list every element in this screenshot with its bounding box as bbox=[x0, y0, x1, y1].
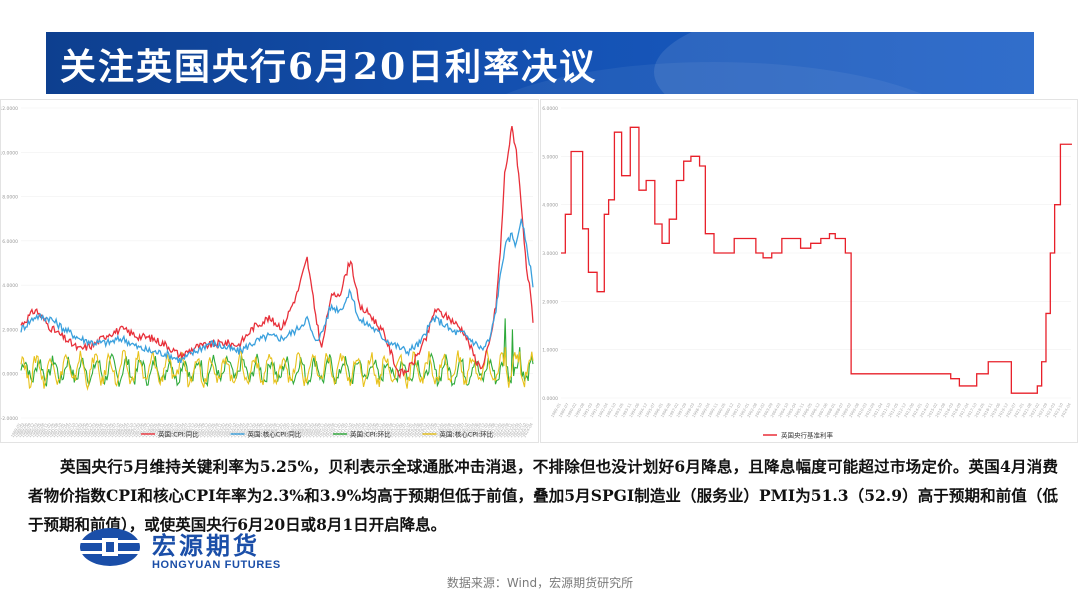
y-tick-label: 1.0000 bbox=[542, 348, 558, 354]
legend-label: 英国:CPI:环比 bbox=[350, 430, 391, 439]
chart-legend: 英国央行基准利率 bbox=[763, 431, 834, 440]
series-line-4 bbox=[20, 347, 534, 392]
chart-legend: 英国:CPI:同比 英国:核心CPI:同比 英国:CPI:环比 英国:核心CPI:环比 bbox=[141, 430, 494, 439]
y-tick-label: 0.0000 bbox=[542, 396, 558, 402]
series-line-3 bbox=[20, 318, 534, 388]
summary-paragraph: 英国央行5月维持关键利率为5.25%，贝利表示全球通胀冲击消退，不排除但也没计划… bbox=[28, 457, 1059, 534]
y-tick-label: 6.0000 bbox=[542, 106, 558, 112]
y-tick-label: 2.0000 bbox=[2, 327, 18, 333]
series-line-1 bbox=[561, 126, 1072, 394]
logo-name-en: HONGYUAN FUTURES bbox=[152, 559, 281, 571]
legend-label: 英国:核心CPI:环比 bbox=[440, 430, 494, 439]
y-tick-label: 4.0000 bbox=[542, 203, 558, 209]
y-tick-label: 8.0000 bbox=[2, 195, 18, 201]
y-tick-label: 4.0000 bbox=[2, 283, 18, 289]
slide-title: 关注英国央行6月20日利率决议 bbox=[60, 46, 598, 88]
logo-name-cn: 宏源期货 bbox=[152, 532, 260, 560]
legend-label: 英国:CPI:同比 bbox=[158, 430, 199, 439]
series-line-1 bbox=[20, 125, 534, 380]
policy-rate-chart: 0.0000 1.0000 2.0000 3.0000 4.0000 5.0000 6.00… bbox=[540, 99, 1078, 443]
cpi-chart: -2.0000 0.0000 2.0000 4.0000 6.0000 8.0000 10.… bbox=[0, 99, 539, 443]
legend-label: 英国:核心CPI:同比 bbox=[248, 430, 302, 439]
cpi-chart-svg: -2.0000 0.0000 2.0000 4.0000 6.0000 8.0000 10.… bbox=[1, 106, 534, 439]
title-bar: 关注英国央行6月20日利率决议 bbox=[46, 32, 1034, 94]
y-tick-label: -2.0000 bbox=[1, 416, 18, 422]
company-logo: 宏源期货 HONGYUAN FUTURES bbox=[78, 526, 308, 576]
y-tick-label: 6.0000 bbox=[2, 239, 18, 245]
title-decoration bbox=[654, 32, 1034, 94]
y-tick-label: 5.0000 bbox=[542, 154, 558, 160]
logo-icon bbox=[78, 528, 142, 566]
legend-label: 英国央行基准利率 bbox=[781, 431, 834, 440]
y-tick-label: 10.0000 bbox=[1, 150, 18, 156]
y-tick-label: 2.0000 bbox=[542, 299, 558, 305]
y-tick-label: 3.0000 bbox=[542, 251, 558, 257]
y-tick-label: 12.0000 bbox=[1, 106, 18, 112]
y-tick-label: 0.0000 bbox=[2, 372, 18, 378]
series-line-2 bbox=[20, 218, 534, 364]
data-source: 数据来源：Wind，宏源期货研究所 bbox=[446, 576, 634, 590]
policy-rate-chart-svg: 0.0000 1.0000 2.0000 3.0000 4.0000 5.0000 6.00… bbox=[542, 106, 1072, 440]
